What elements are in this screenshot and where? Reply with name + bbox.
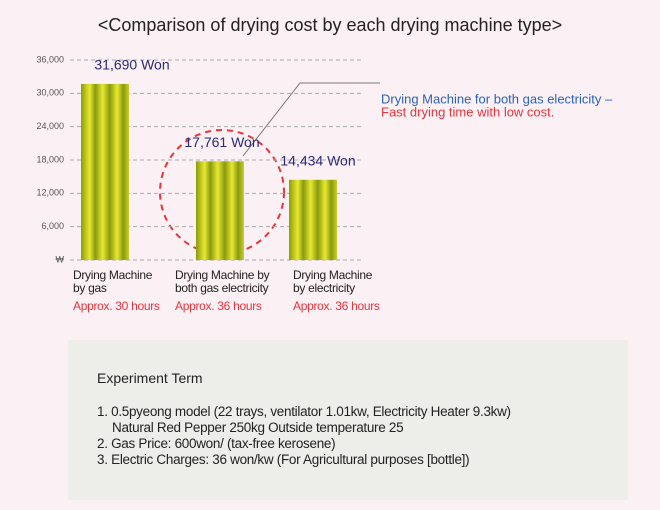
category-note: Approx. 30 hours <box>73 299 160 313</box>
y-tick-label: 6,000 <box>41 221 64 231</box>
callout-line <box>243 83 380 156</box>
y-tick-label: 30,000 <box>36 88 64 98</box>
y-tick-label: 24,000 <box>36 121 64 131</box>
experiment-item: 3. Electric Charges: 36 won/kw (For Agri… <box>97 452 627 468</box>
bar <box>81 84 129 260</box>
x-tick-label: Drying Machine by gas <box>73 269 152 295</box>
category-note: Approx. 36 hours <box>175 299 262 313</box>
bar <box>196 161 244 260</box>
chart-title: <Comparison of drying cost by each dryin… <box>98 15 562 35</box>
experiment-items: 1. 0.5pyeong model (22 trays, ventilator… <box>97 404 627 468</box>
x-tick-label: Drying Machine by electricity <box>293 269 372 295</box>
experiment-box: Experiment Term 1. 0.5pyeong model (22 t… <box>68 340 628 500</box>
value-label: 17,761 Won <box>184 134 259 150</box>
page: <Comparison of drying cost by each dryin… <box>0 0 660 510</box>
experiment-item: 2. Gas Price: 600won/ (tax-free kerosene… <box>97 436 627 452</box>
experiment-title: Experiment Term <box>97 370 203 386</box>
annotation: Fast drying time with low cost. <box>381 104 554 119</box>
category-note: Approx. 36 hours <box>293 299 380 313</box>
y-tick-label: 12,000 <box>36 188 64 198</box>
value-label: 14,434 Won <box>280 153 355 169</box>
y-tick-label: 36,000 <box>36 54 64 64</box>
bar <box>289 180 337 260</box>
y-tick-label: 18,000 <box>36 154 64 164</box>
experiment-item: 1. 0.5pyeong model (22 trays, ventilator… <box>97 404 627 436</box>
y-tick-label: ₩ <box>56 254 65 264</box>
value-label: 31,690 Won <box>94 57 169 73</box>
x-tick-label: Drying Machine by both gas electricity <box>175 269 269 295</box>
